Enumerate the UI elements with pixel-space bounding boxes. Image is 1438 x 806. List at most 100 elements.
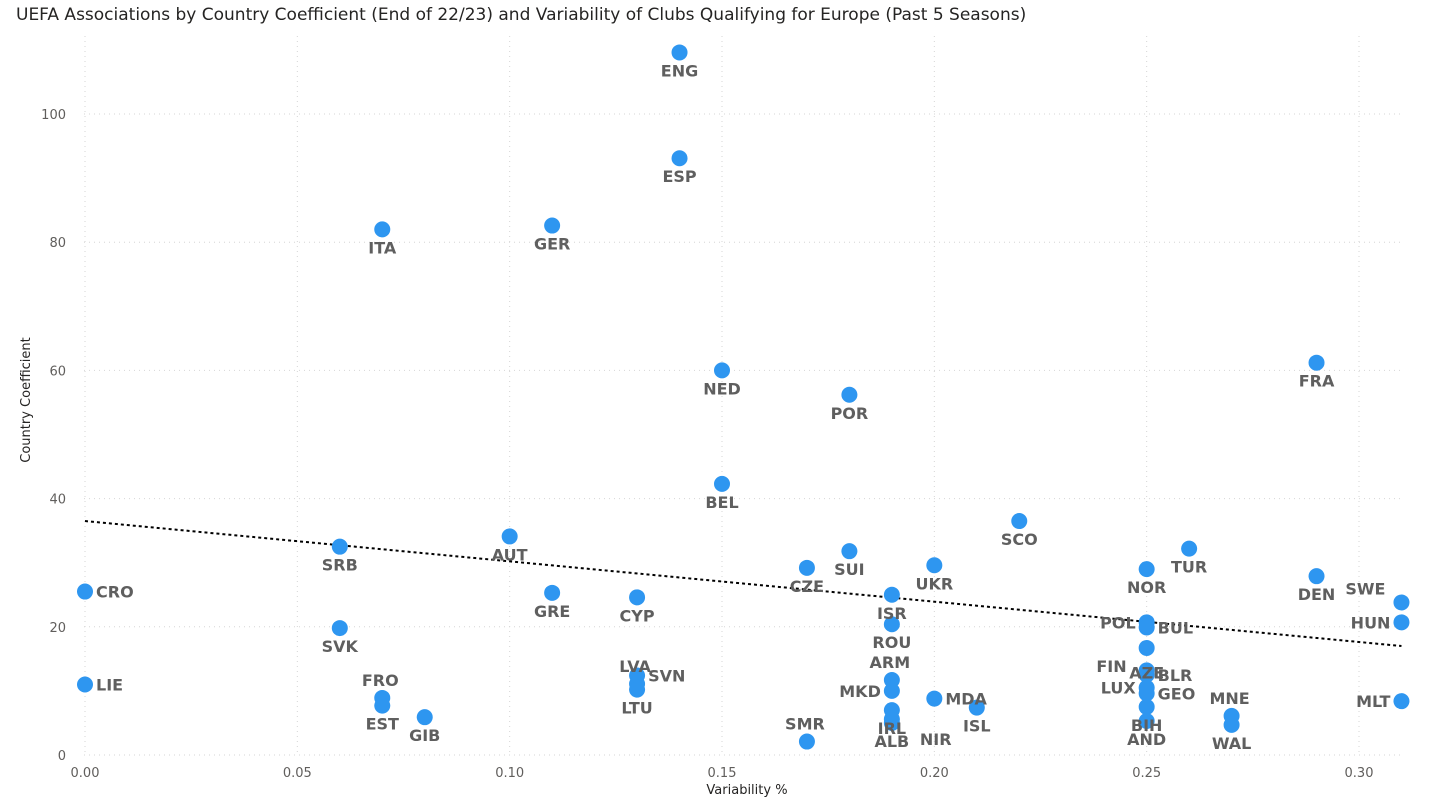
data-point-swe	[1393, 594, 1410, 611]
data-point-nor	[1138, 561, 1155, 578]
data-point-geo	[1138, 685, 1155, 702]
point-label-bul: BUL	[1158, 618, 1193, 637]
point-label-smr: SMR	[785, 715, 825, 734]
data-point-svk	[331, 620, 348, 637]
point-label-den: DEN	[1298, 585, 1336, 604]
data-point-alb	[883, 714, 900, 731]
point-label-fin: FIN	[1096, 657, 1126, 676]
data-point-aut	[501, 528, 518, 545]
chart-title: UEFA Associations by Country Coefficient…	[16, 5, 1027, 25]
data-point-isr	[883, 586, 900, 603]
x-tick-label: 0.20	[920, 766, 949, 781]
data-point-lie	[77, 676, 93, 693]
data-point-bih	[1138, 698, 1155, 715]
data-point-tur	[1181, 540, 1198, 557]
point-label-ned: NED	[703, 379, 741, 398]
point-label-por: POR	[831, 404, 869, 423]
point-label-fra: FRA	[1299, 372, 1335, 391]
labels-layer: ENG ESP ITA GER NED POR FRA BEL SCO AUT SRB TUR SUI U…	[96, 61, 1391, 752]
x-tick-label: 0.30	[1345, 766, 1374, 781]
data-point-cze	[798, 559, 815, 576]
point-label-alb: ALB	[874, 732, 909, 751]
x-tick-label: 0.05	[283, 766, 312, 781]
data-point-esp	[671, 150, 688, 167]
axes: 0.00 0.05 0.10 0.15 0.20 0.25 0.30 0 20 40 60 80 100	[41, 108, 1373, 781]
y-tick-label: 100	[41, 108, 66, 123]
point-label-wal: WAL	[1212, 734, 1252, 753]
y-tick-label: 0	[58, 749, 66, 764]
point-label-fro: FRO	[362, 671, 399, 690]
point-label-sco: SCO	[1001, 530, 1038, 549]
data-point-den	[1308, 568, 1325, 585]
point-label-srb: SRB	[322, 556, 358, 575]
point-label-cro: CRO	[96, 583, 134, 602]
data-point-bel	[714, 475, 730, 492]
data-point-ned	[714, 362, 730, 379]
point-label-swe: SWE	[1345, 579, 1385, 598]
data-point-hun	[1393, 614, 1410, 631]
data-point-ukr	[926, 557, 943, 574]
data-point-sco	[1011, 513, 1028, 530]
data-point-and	[1138, 713, 1155, 730]
point-label-ger: GER	[534, 235, 570, 254]
gridlines	[84, 36, 1403, 756]
point-label-cyp: CYP	[620, 606, 655, 625]
y-tick-label: 60	[49, 364, 66, 379]
data-point-por	[841, 386, 858, 403]
point-label-aze: AZE	[1129, 663, 1164, 682]
point-label-esp: ESP	[662, 167, 696, 186]
x-tick-label: 0.00	[71, 766, 100, 781]
data-point-sui	[841, 543, 858, 560]
point-label-isr: ISR	[877, 604, 907, 623]
point-label-mne: MNE	[1209, 689, 1249, 708]
data-point-ger	[544, 217, 561, 234]
point-label-mlt: MLT	[1356, 692, 1390, 711]
data-point-isl	[968, 699, 985, 716]
y-axis-title: Country Coefficient	[19, 337, 34, 462]
point-label-ltu: LTU	[621, 699, 652, 718]
point-label-bel: BEL	[705, 493, 738, 512]
point-label-lux: LUX	[1101, 679, 1137, 698]
point-label-cze: CZE	[790, 577, 824, 596]
point-label-gib: GIB	[409, 726, 440, 745]
point-label-ita: ITA	[368, 238, 397, 257]
data-point-gre	[544, 584, 561, 601]
point-label-lva: LVA	[619, 657, 651, 676]
data-point-srb	[331, 538, 348, 555]
point-label-nor: NOR	[1127, 578, 1166, 597]
data-point-eng	[671, 44, 688, 61]
point-label-bih: BIH	[1131, 716, 1163, 735]
point-label-tur: TUR	[1171, 558, 1207, 577]
data-point-fin	[1138, 639, 1155, 656]
data-point-cro	[77, 583, 93, 600]
point-label-ukr: UKR	[915, 574, 953, 593]
point-label-arm: ARM	[870, 653, 911, 672]
point-label-rou: ROU	[872, 633, 911, 652]
data-point-gib	[416, 709, 433, 726]
point-label-hun: HUN	[1351, 613, 1391, 632]
data-point-blr	[1138, 666, 1155, 683]
x-tick-label: 0.15	[708, 766, 737, 781]
point-label-lie: LIE	[96, 675, 123, 694]
data-point-wal	[1223, 716, 1240, 733]
point-label-svk: SVK	[322, 637, 359, 656]
trend-line-layer	[84, 520, 1402, 648]
point-label-mda: MDA	[945, 690, 987, 709]
point-label-mkd: MKD	[839, 682, 881, 701]
point-label-gre: GRE	[534, 602, 570, 621]
point-label-geo: GEO	[1158, 684, 1196, 703]
point-label-aut: AUT	[492, 545, 528, 564]
data-point-cyp	[629, 589, 646, 606]
point-label-pol: POL	[1100, 613, 1136, 632]
data-point-bul	[1138, 619, 1155, 636]
data-point-rou	[883, 616, 900, 633]
x-tick-label: 0.25	[1132, 766, 1161, 781]
point-label-and: AND	[1127, 730, 1166, 749]
point-label-sui: SUI	[834, 560, 864, 579]
point-label-blr: BLR	[1158, 666, 1193, 685]
points-layer	[77, 44, 1410, 750]
data-point-smr	[798, 733, 815, 750]
x-axis-title: Variability %	[706, 783, 787, 798]
data-point-est	[374, 697, 391, 714]
